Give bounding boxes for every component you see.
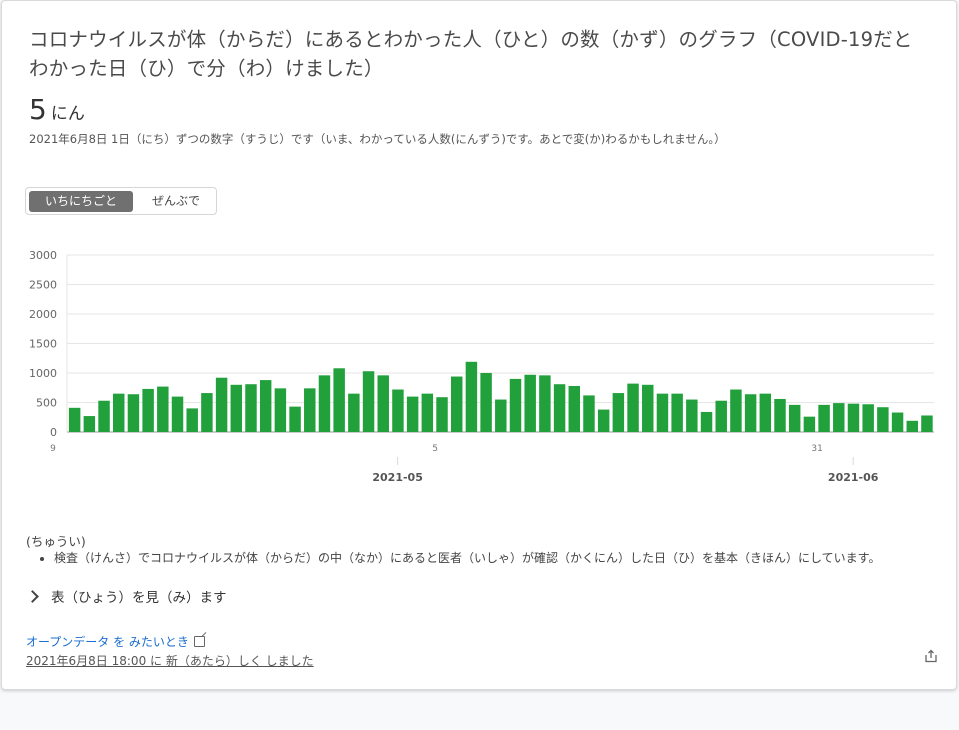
y-tick-label: 3000	[29, 249, 57, 262]
bar	[862, 404, 874, 432]
bar	[98, 400, 110, 432]
card-title: コロナウイルスが体（からだ）にあるとわかった人（ひと）の数（かず）のグラフ（CO…	[29, 28, 913, 80]
bar	[406, 396, 419, 432]
value-note: 2021年6月8日 1日（にち）ずつの数字（すうじ）です（いま、わかっている人数…	[29, 132, 726, 146]
x-day-label: 31	[811, 444, 822, 454]
bar	[157, 386, 169, 432]
y-tick-label: 2000	[29, 308, 57, 321]
bar	[788, 404, 801, 432]
caution-title: (ちゅうい)	[26, 534, 86, 549]
chevron-right-icon	[26, 590, 39, 603]
last-updated: 2021年6月8日 18:00 に 新（あたら）しく しました	[26, 654, 314, 668]
bar	[127, 394, 140, 432]
bar	[744, 394, 757, 432]
y-tick-label: 1000	[29, 367, 57, 380]
bar	[774, 398, 786, 432]
bar	[245, 384, 257, 432]
x-month-label: 2021-06	[828, 471, 879, 484]
bar	[524, 374, 536, 432]
bar	[730, 389, 742, 432]
bar	[642, 384, 654, 432]
external-link-icon	[193, 636, 205, 647]
bar	[671, 393, 683, 432]
bar	[171, 396, 184, 432]
caution-list: 検査（けんさ）でコロナウイルスが体（からだ）の中（なか）にあると医者（いしゃ）が…	[26, 550, 880, 566]
bar	[436, 397, 448, 432]
bar	[715, 400, 727, 432]
bar	[113, 393, 125, 432]
bar	[759, 393, 772, 432]
x-month-label: 2021-05	[372, 471, 423, 484]
chart-card: コロナウイルスが体（からだ）にあるとわかった人（ひと）の数（かず）のグラフ（CO…	[1, 0, 957, 690]
bar	[274, 388, 287, 432]
bar	[818, 404, 830, 432]
bar	[539, 375, 551, 432]
bar	[289, 406, 301, 432]
bar	[553, 384, 566, 432]
value-number: 5	[29, 93, 47, 126]
data-view-toggle: いちにちごと ぜんぶで	[25, 187, 217, 215]
bar	[833, 403, 845, 432]
bar	[906, 420, 918, 432]
open-data-label: オープンデータ を みたいとき	[26, 635, 189, 649]
bar	[597, 409, 610, 432]
bar	[480, 373, 492, 432]
bar	[186, 408, 198, 432]
y-tick-label: 0	[50, 426, 57, 439]
bar-chart: 0 500 1000 1500 2000 2500 3000 9 5 31 2021-05 2021-…	[29, 249, 934, 484]
bar	[847, 403, 860, 432]
bar	[392, 389, 404, 432]
toggle-daily-button[interactable]: いちにちごと	[29, 191, 133, 212]
bar	[568, 385, 581, 432]
bar	[803, 416, 816, 432]
bar	[362, 371, 375, 432]
bar	[465, 361, 478, 432]
y-tick-label: 500	[36, 397, 57, 410]
bar	[877, 407, 889, 432]
y-tick-label: 2500	[29, 279, 57, 292]
bar	[304, 388, 316, 432]
bar	[142, 388, 154, 432]
bar	[450, 376, 463, 432]
bar	[230, 384, 243, 432]
bar	[656, 393, 669, 432]
bar	[333, 368, 345, 432]
bar	[891, 412, 904, 432]
bar	[686, 399, 698, 432]
bar	[612, 393, 625, 432]
bar	[421, 393, 434, 432]
bar	[348, 393, 360, 432]
bar	[921, 415, 933, 432]
bar	[318, 375, 331, 432]
current-value: 5 にん	[29, 93, 85, 126]
share-icon[interactable]	[924, 649, 938, 663]
open-data-link[interactable]: オープンデータ を みたいとき	[26, 633, 205, 650]
caution-item: 検査（けんさ）でコロナウイルスが体（からだ）の中（なか）にあると医者（いしゃ）が…	[54, 550, 880, 566]
bar	[68, 407, 81, 432]
bar	[495, 399, 507, 432]
bar	[259, 380, 272, 432]
show-table-toggle[interactable]: 表（ひょう）を見（み）ます	[26, 586, 227, 606]
y-tick-label: 1500	[29, 338, 57, 351]
bar	[509, 378, 522, 432]
bar	[215, 377, 228, 432]
bar	[83, 416, 96, 432]
value-unit: にん	[50, 104, 85, 124]
x-day-label: 5	[432, 444, 438, 454]
show-table-label: 表（ひょう）を見（み）ます	[51, 590, 227, 606]
toggle-cumulative-button[interactable]: ぜんぶで	[151, 194, 200, 208]
bar	[627, 383, 639, 432]
bar	[700, 411, 713, 432]
bar	[583, 395, 595, 432]
x-day-label: 9	[50, 444, 56, 454]
bar	[377, 375, 389, 432]
bar	[201, 393, 213, 432]
